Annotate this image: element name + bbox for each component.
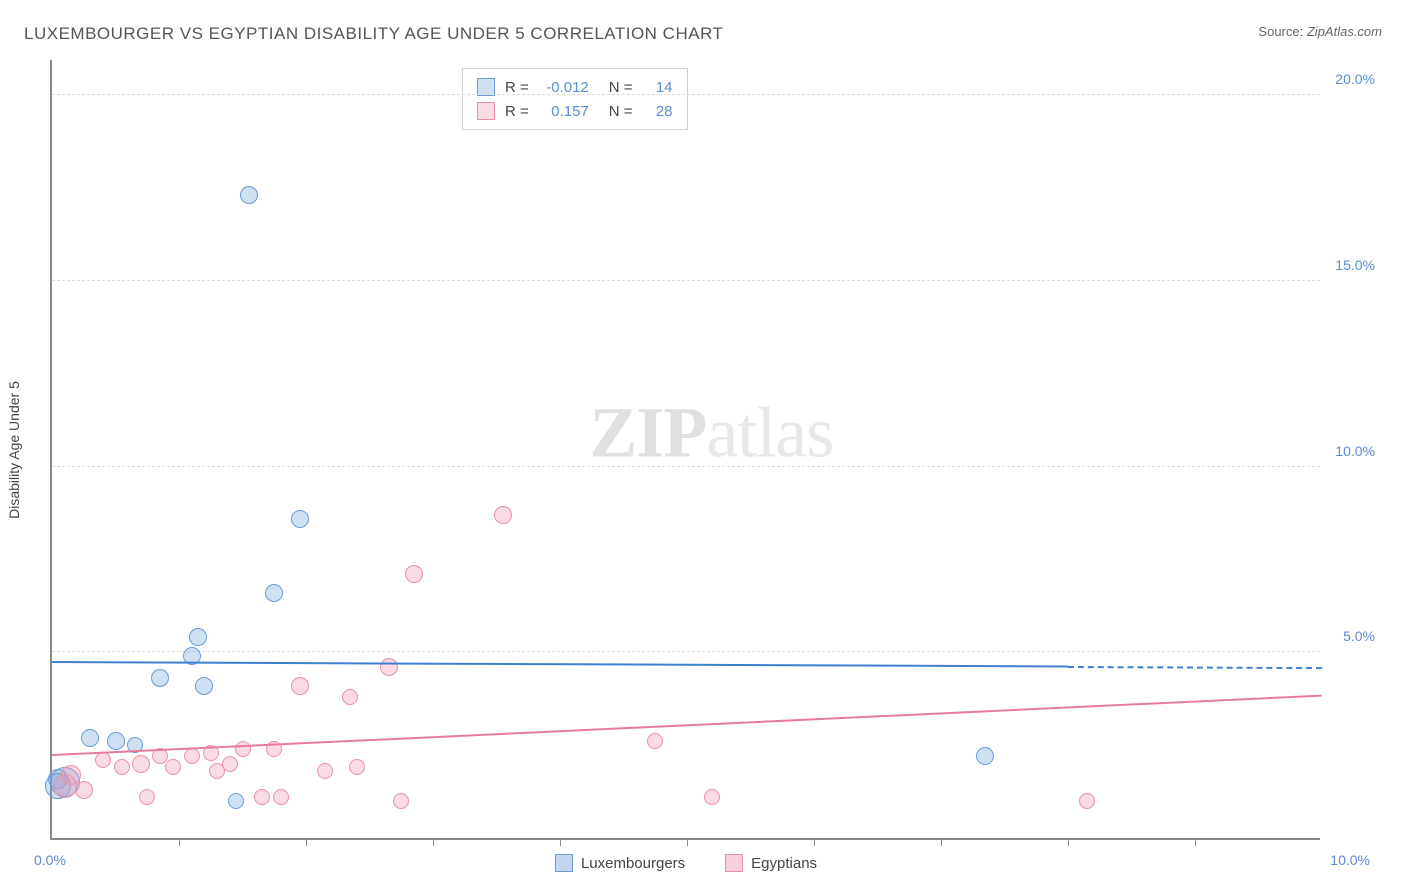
data-point bbox=[494, 506, 512, 524]
x-tick bbox=[814, 838, 815, 846]
data-point bbox=[291, 677, 309, 695]
x-tick bbox=[560, 838, 561, 846]
source-label: Source: bbox=[1258, 24, 1303, 39]
data-point bbox=[273, 789, 289, 805]
legend-label: Luxembourgers bbox=[581, 855, 685, 872]
data-point bbox=[114, 759, 130, 775]
n-value: 14 bbox=[643, 79, 673, 96]
chart-area: Disability Age Under 5 ZIPatlas 0.0% 10.… bbox=[50, 60, 1370, 840]
x-tick bbox=[306, 838, 307, 846]
data-point bbox=[165, 759, 181, 775]
gridline bbox=[52, 280, 1320, 281]
gridline bbox=[52, 651, 1320, 652]
y-tick-label: 15.0% bbox=[1325, 257, 1375, 273]
data-point bbox=[380, 658, 398, 676]
data-point bbox=[132, 755, 150, 773]
data-point bbox=[704, 789, 720, 805]
gridline bbox=[52, 466, 1320, 467]
r-label: R = bbox=[505, 103, 529, 120]
watermark-zip: ZIP bbox=[589, 393, 706, 473]
data-point bbox=[222, 756, 238, 772]
legend-item: Egyptians bbox=[725, 854, 817, 872]
data-point bbox=[393, 793, 409, 809]
watermark: ZIPatlas bbox=[589, 392, 833, 475]
chart-title: LUXEMBOURGER VS EGYPTIAN DISABILITY AGE … bbox=[24, 24, 723, 44]
x-tick bbox=[687, 838, 688, 846]
data-point bbox=[291, 510, 309, 528]
n-value: 28 bbox=[643, 103, 673, 120]
data-point bbox=[195, 677, 213, 695]
data-point bbox=[139, 789, 155, 805]
gridline bbox=[52, 94, 1320, 95]
trend-line bbox=[52, 695, 1322, 756]
data-point bbox=[228, 793, 244, 809]
trend-line bbox=[52, 661, 1068, 667]
data-point bbox=[317, 763, 333, 779]
data-point bbox=[240, 186, 258, 204]
data-point bbox=[81, 729, 99, 747]
data-point bbox=[405, 565, 423, 583]
x-axis-min-label: 0.0% bbox=[34, 852, 66, 868]
data-point bbox=[1079, 793, 1095, 809]
data-point bbox=[254, 789, 270, 805]
n-label: N = bbox=[609, 79, 633, 96]
data-point bbox=[75, 781, 93, 799]
x-axis-max-label: 10.0% bbox=[1330, 852, 1370, 868]
n-label: N = bbox=[609, 103, 633, 120]
source-attribution: Source: ZipAtlas.com bbox=[1258, 24, 1382, 39]
data-point bbox=[647, 733, 663, 749]
source-value: ZipAtlas.com bbox=[1307, 24, 1382, 39]
data-point bbox=[349, 759, 365, 775]
x-tick bbox=[1068, 838, 1069, 846]
legend-item: Luxembourgers bbox=[555, 854, 685, 872]
y-axis-title: Disability Age Under 5 bbox=[6, 381, 22, 519]
legend-swatch bbox=[477, 102, 495, 120]
x-tick bbox=[941, 838, 942, 846]
data-point bbox=[184, 748, 200, 764]
data-point bbox=[151, 669, 169, 687]
legend-swatch bbox=[725, 854, 743, 872]
data-point bbox=[265, 584, 283, 602]
data-point bbox=[107, 732, 125, 750]
y-tick-label: 5.0% bbox=[1325, 628, 1375, 644]
x-tick bbox=[433, 838, 434, 846]
r-value: -0.012 bbox=[539, 79, 589, 96]
x-tick bbox=[1195, 838, 1196, 846]
r-value: 0.157 bbox=[539, 103, 589, 120]
data-point bbox=[976, 747, 994, 765]
legend-label: Egyptians bbox=[751, 855, 817, 872]
y-tick-label: 10.0% bbox=[1325, 443, 1375, 459]
x-tick bbox=[179, 838, 180, 846]
data-point bbox=[95, 752, 111, 768]
series-legend: Luxembourgers Egyptians bbox=[555, 854, 817, 872]
r-label: R = bbox=[505, 79, 529, 96]
data-point bbox=[189, 628, 207, 646]
legend-swatch bbox=[555, 854, 573, 872]
data-point bbox=[235, 741, 251, 757]
legend-row: R = 0.157 N = 28 bbox=[477, 99, 673, 123]
watermark-atlas: atlas bbox=[706, 393, 833, 473]
correlation-legend: R = -0.012 N = 14 R = 0.157 N = 28 bbox=[462, 68, 688, 130]
y-tick-label: 20.0% bbox=[1325, 71, 1375, 87]
legend-row: R = -0.012 N = 14 bbox=[477, 75, 673, 99]
plot-region: ZIPatlas 0.0% 10.0% R =-0.012N =14R =0.1… bbox=[50, 60, 1320, 840]
trend-line bbox=[1068, 666, 1322, 669]
data-point bbox=[342, 689, 358, 705]
